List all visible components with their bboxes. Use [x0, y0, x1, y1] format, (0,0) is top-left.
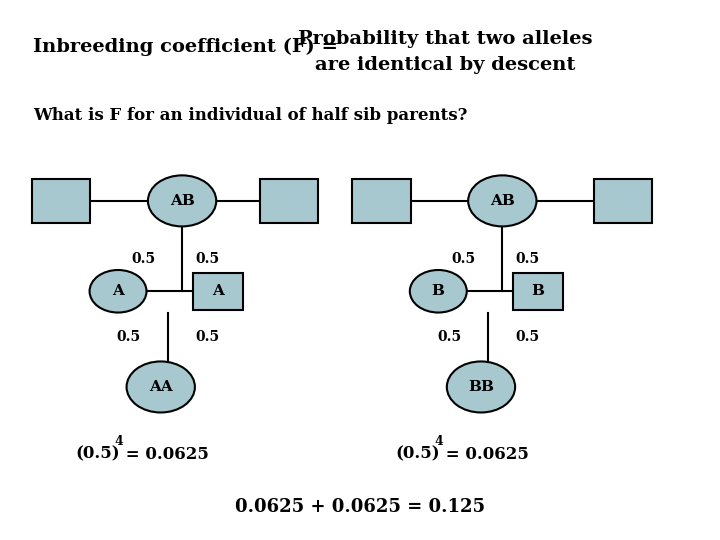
- Bar: [32, 179, 90, 222]
- Text: 4: 4: [114, 435, 123, 448]
- Text: Inbreeding coefficient (F) =: Inbreeding coefficient (F) =: [32, 38, 338, 56]
- Text: are identical by descent: are identical by descent: [315, 56, 575, 75]
- Text: (0.5): (0.5): [76, 446, 120, 463]
- Text: AB: AB: [170, 194, 194, 208]
- Text: B: B: [432, 284, 445, 298]
- Text: 0.5: 0.5: [451, 252, 475, 266]
- Text: = 0.0625: = 0.0625: [120, 446, 209, 463]
- Text: 0.5: 0.5: [131, 252, 155, 266]
- Text: 0.5: 0.5: [117, 330, 141, 344]
- Text: (0.5): (0.5): [395, 446, 440, 463]
- Circle shape: [148, 176, 216, 226]
- Circle shape: [447, 361, 515, 413]
- Text: B: B: [531, 284, 544, 298]
- Bar: [193, 273, 243, 310]
- Text: 0.5: 0.5: [516, 330, 539, 344]
- Text: AB: AB: [490, 194, 515, 208]
- Text: 0.5: 0.5: [516, 252, 539, 266]
- Bar: [594, 179, 652, 222]
- Text: 0.5: 0.5: [437, 330, 461, 344]
- Circle shape: [89, 270, 146, 313]
- Bar: [352, 179, 410, 222]
- Text: 4: 4: [435, 435, 444, 448]
- Text: AA: AA: [149, 380, 173, 394]
- Text: Probability that two alleles: Probability that two alleles: [298, 30, 593, 48]
- Circle shape: [468, 176, 536, 226]
- Text: 0.5: 0.5: [195, 252, 219, 266]
- Text: A: A: [112, 284, 124, 298]
- Text: 0.0625 + 0.0625 = 0.125: 0.0625 + 0.0625 = 0.125: [235, 497, 485, 516]
- Text: 0.5: 0.5: [195, 330, 219, 344]
- Bar: [513, 273, 563, 310]
- Circle shape: [410, 270, 467, 313]
- Text: What is F for an individual of half sib parents?: What is F for an individual of half sib …: [32, 107, 467, 124]
- Text: A: A: [212, 284, 224, 298]
- Bar: [260, 179, 318, 222]
- Circle shape: [127, 361, 195, 413]
- Text: = 0.0625: = 0.0625: [441, 446, 529, 463]
- Text: BB: BB: [468, 380, 494, 394]
